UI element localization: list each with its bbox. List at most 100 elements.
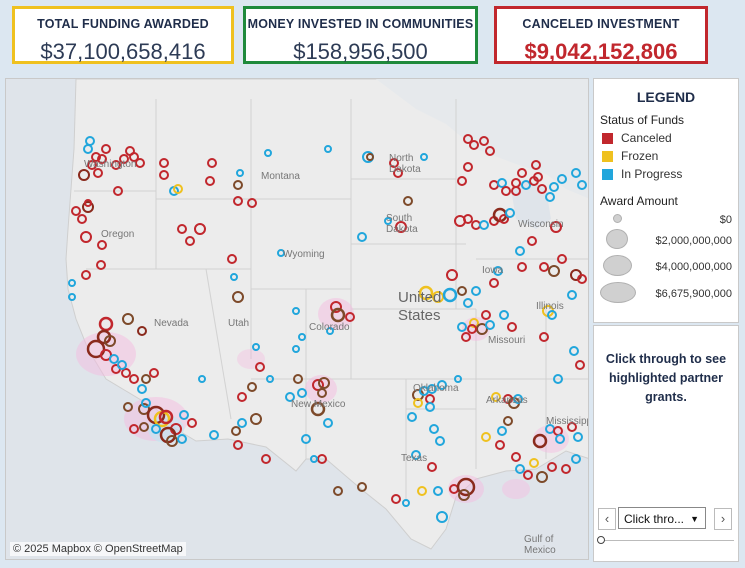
award-marker[interactable]	[97, 240, 107, 250]
award-marker[interactable]	[121, 368, 131, 378]
award-marker[interactable]	[457, 176, 467, 186]
award-marker[interactable]	[481, 310, 491, 320]
award-marker[interactable]	[264, 149, 272, 157]
award-marker[interactable]	[513, 394, 523, 404]
award-marker[interactable]	[179, 410, 189, 420]
award-marker[interactable]	[407, 412, 417, 422]
award-marker[interactable]	[159, 158, 169, 168]
award-marker[interactable]	[539, 262, 549, 272]
award-marker[interactable]	[285, 392, 295, 402]
award-marker[interactable]	[232, 291, 244, 303]
award-marker[interactable]	[230, 273, 238, 281]
award-marker[interactable]	[135, 158, 145, 168]
award-marker[interactable]	[442, 287, 458, 303]
award-marker[interactable]	[479, 136, 489, 146]
award-marker[interactable]	[293, 374, 303, 384]
prev-button[interactable]: ‹	[598, 508, 616, 530]
award-marker[interactable]	[82, 201, 94, 213]
award-marker[interactable]	[456, 477, 476, 497]
award-marker[interactable]	[366, 153, 374, 161]
award-marker[interactable]	[123, 402, 133, 412]
award-marker[interactable]	[529, 458, 539, 468]
award-marker[interactable]	[139, 422, 149, 432]
award-marker[interactable]	[436, 511, 448, 523]
award-marker[interactable]	[446, 269, 458, 281]
award-marker[interactable]	[117, 360, 127, 370]
award-marker[interactable]	[532, 433, 548, 449]
award-marker[interactable]	[571, 168, 581, 178]
award-marker[interactable]	[479, 220, 489, 230]
award-marker[interactable]	[429, 424, 439, 434]
award-marker[interactable]	[454, 375, 462, 383]
award-marker[interactable]	[129, 374, 139, 384]
award-marker[interactable]	[93, 168, 103, 178]
award-marker[interactable]	[177, 434, 187, 444]
award-marker[interactable]	[549, 182, 559, 192]
award-marker[interactable]	[497, 426, 507, 436]
award-marker[interactable]	[252, 343, 260, 351]
award-marker[interactable]	[461, 332, 471, 342]
award-marker[interactable]	[209, 430, 219, 440]
award-marker[interactable]	[333, 486, 343, 496]
award-marker[interactable]	[537, 184, 547, 194]
award-marker[interactable]	[550, 221, 562, 233]
award-marker[interactable]	[481, 432, 491, 442]
award-marker[interactable]	[237, 418, 247, 428]
award-marker[interactable]	[411, 450, 421, 460]
award-marker[interactable]	[467, 324, 477, 334]
grant-slider-track[interactable]	[600, 540, 734, 541]
award-marker[interactable]	[427, 462, 437, 472]
award-marker[interactable]	[137, 384, 147, 394]
award-marker[interactable]	[395, 221, 407, 233]
award-marker[interactable]	[557, 254, 567, 264]
award-marker[interactable]	[323, 418, 333, 428]
award-marker[interactable]	[495, 440, 505, 450]
legend-status-frozen[interactable]: Frozen	[602, 149, 738, 163]
award-marker[interactable]	[68, 293, 76, 301]
award-marker[interactable]	[119, 154, 129, 164]
award-marker[interactable]	[402, 499, 410, 507]
award-marker[interactable]	[277, 249, 285, 257]
award-marker[interactable]	[298, 333, 306, 341]
award-marker[interactable]	[547, 462, 557, 472]
award-marker[interactable]	[231, 426, 241, 436]
award-marker[interactable]	[427, 384, 437, 394]
award-marker[interactable]	[301, 434, 311, 444]
award-marker[interactable]	[515, 246, 525, 256]
award-marker[interactable]	[81, 270, 91, 280]
award-marker[interactable]	[122, 313, 134, 325]
award-marker[interactable]	[97, 154, 107, 164]
award-marker[interactable]	[527, 236, 537, 246]
award-marker[interactable]	[384, 217, 392, 225]
award-marker[interactable]	[129, 424, 139, 434]
award-marker[interactable]	[433, 486, 443, 496]
award-marker[interactable]	[457, 322, 467, 332]
award-marker[interactable]	[413, 398, 423, 408]
award-marker[interactable]	[403, 196, 413, 206]
award-marker[interactable]	[357, 232, 367, 242]
award-marker[interactable]	[261, 454, 271, 464]
award-markers[interactable]	[68, 134, 587, 523]
award-marker[interactable]	[198, 375, 206, 383]
award-marker[interactable]	[561, 464, 571, 474]
award-marker[interactable]	[71, 206, 81, 216]
award-marker[interactable]	[185, 236, 195, 246]
award-marker[interactable]	[511, 178, 521, 188]
award-marker[interactable]	[577, 180, 587, 190]
award-marker[interactable]	[109, 354, 119, 364]
award-marker[interactable]	[207, 158, 217, 168]
award-marker[interactable]	[129, 152, 139, 162]
award-marker[interactable]	[326, 327, 334, 335]
award-marker[interactable]	[194, 223, 206, 235]
award-marker[interactable]	[505, 208, 515, 218]
award-marker[interactable]	[471, 286, 481, 296]
award-marker[interactable]	[345, 312, 355, 322]
award-marker[interactable]	[177, 224, 187, 234]
award-marker[interactable]	[485, 320, 495, 330]
award-marker[interactable]	[457, 286, 467, 296]
legend-status-in-progress[interactable]: In Progress	[602, 167, 738, 181]
award-marker[interactable]	[330, 307, 346, 323]
award-marker[interactable]	[501, 186, 511, 196]
award-marker[interactable]	[437, 380, 447, 390]
award-marker[interactable]	[87, 160, 97, 170]
